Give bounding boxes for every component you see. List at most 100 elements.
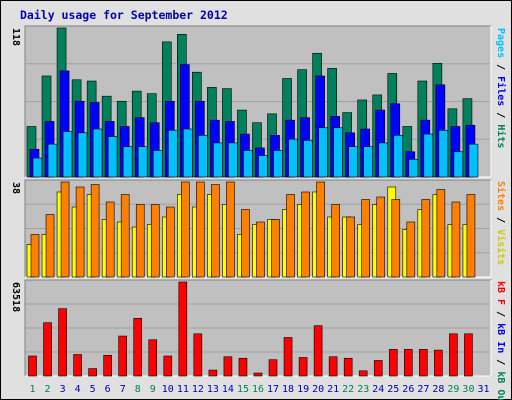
max-label-visits-sites: 38 <box>10 182 21 194</box>
pages-bar-day-10 <box>167 129 178 178</box>
legend-kbytes-part-0: kB F <box>495 281 506 305</box>
sites-bar-day-7 <box>120 194 130 278</box>
legend-pages-files-hits: Pages / Files / Hits <box>495 28 507 148</box>
pages-bar-day-12 <box>198 135 208 178</box>
kbytes-bar-day-15 <box>238 357 248 377</box>
sites-bar-day-28 <box>436 189 446 278</box>
sites-bar-day-6 <box>105 201 115 278</box>
pages-bar-day-13 <box>213 142 223 178</box>
day-axis: 1 2 3 4 5 6 7 8 9 10 11 12 13 14 15 16 17 18 19 20 21 22 23 24 2… <box>30 384 490 395</box>
kbytes-bar-day-13 <box>208 369 218 377</box>
kbytes-bar-day-3 <box>58 308 67 377</box>
sites-bar-day-30 <box>466 194 476 278</box>
pages-bar-day-9 <box>152 150 163 178</box>
day-label-4: 4 <box>75 384 81 395</box>
day-label-9: 9 <box>150 384 156 395</box>
pages-bar-day-8 <box>137 146 148 178</box>
day-label-18: 18 <box>282 384 294 395</box>
day-label-30: 30 <box>462 384 474 395</box>
sites-bar-day-10 <box>165 206 175 278</box>
pages-bar-day-20 <box>318 127 328 178</box>
max-label-hits-files-pages: 118 <box>10 28 21 46</box>
sites-bar-day-20 <box>316 181 325 278</box>
kbytes-bar-day-25 <box>388 349 398 377</box>
pages-bar-day-30 <box>468 143 479 178</box>
legend-pages-files-hits-part-0: Pages <box>495 28 506 58</box>
pages-bar-day-14 <box>228 142 238 178</box>
legend-kbytes-part-1: / <box>495 305 506 323</box>
kbytes-bar-day-18 <box>283 337 293 377</box>
kbytes-bar-day-11 <box>178 281 188 377</box>
sites-bar-day-17 <box>271 219 280 278</box>
pages-bar-day-2 <box>47 143 58 178</box>
legend-kbytes-part-4: kB Out <box>495 371 506 400</box>
day-label-26: 26 <box>402 384 414 395</box>
sites-bar-day-5 <box>90 184 100 278</box>
pages-bar-day-29 <box>453 151 464 178</box>
legend-kbytes: kB F / kB In / kB Out <box>495 281 506 400</box>
pages-bar-day-25 <box>393 135 404 178</box>
day-label-16: 16 <box>252 384 264 395</box>
pages-bar-day-18 <box>288 138 298 178</box>
sites-bar-day-14 <box>226 181 235 278</box>
kbytes-bar-day-26 <box>404 349 413 377</box>
chart-title: Daily usage for September 2012 <box>20 8 228 22</box>
day-label-19: 19 <box>297 384 309 395</box>
day-label-1: 1 <box>30 384 36 395</box>
sites-bar-day-22 <box>346 216 355 278</box>
pages-bar-day-16 <box>258 155 268 178</box>
day-label-15: 15 <box>237 384 249 395</box>
day-label-27: 27 <box>417 384 429 395</box>
kbytes-bar-day-5 <box>88 368 97 377</box>
day-label-25: 25 <box>387 384 399 395</box>
day-label-13: 13 <box>207 384 219 395</box>
kbytes-bar-day-23 <box>358 370 368 377</box>
legend-sites-visits: Sites / Visits <box>495 181 507 265</box>
hits-files-pages-panel <box>24 25 492 178</box>
pages-bar-day-19 <box>303 140 313 178</box>
day-label-24: 24 <box>372 384 384 395</box>
kbytes-bar-day-28 <box>434 349 443 377</box>
visits-sites-panel <box>24 179 492 278</box>
kbytes-bar-day-19 <box>298 357 308 377</box>
sites-bar-day-16 <box>256 221 265 278</box>
day-label-29: 29 <box>447 384 459 395</box>
pages-bar-day-15 <box>243 150 253 178</box>
pages-bar-day-1 <box>32 157 43 178</box>
day-label-22: 22 <box>342 384 354 395</box>
pages-bar-day-28 <box>438 129 449 178</box>
kbytes-bar-day-12 <box>193 333 203 377</box>
day-label-5: 5 <box>90 384 96 395</box>
kbytes-bar-day-22 <box>343 357 353 377</box>
sites-bar-day-8 <box>135 204 145 278</box>
max-label-kbytes: 63518 <box>10 282 21 312</box>
sites-bar-day-23 <box>361 199 371 278</box>
sites-bar-day-18 <box>286 194 295 278</box>
sites-bar-day-2 <box>45 214 55 278</box>
legend-pages-files-hits-part-3: / <box>495 106 506 124</box>
kbytes-bar-day-24 <box>373 360 383 377</box>
kbytes-bar-day-14 <box>223 356 233 377</box>
legend-pages-files-hits-part-2: Files <box>495 76 507 106</box>
kbytes-bar-day-16 <box>253 372 263 377</box>
kbytes-bar-day-17 <box>268 359 278 377</box>
day-label-11: 11 <box>177 384 189 395</box>
kbytes-bar-day-21 <box>328 356 338 377</box>
day-label-3: 3 <box>60 384 66 395</box>
kbytes-bar-day-27 <box>419 349 428 377</box>
legend-pages-files-hits-part-4: Hits <box>495 124 507 148</box>
pages-bar-day-17 <box>273 150 283 178</box>
legend-pages-files-hits-part-1: / <box>495 58 506 76</box>
day-label-23: 23 <box>357 384 369 395</box>
sites-bar-day-15 <box>241 209 250 278</box>
kbytes-bar-day-8 <box>133 317 143 377</box>
kbytes-bar-day-29 <box>449 333 458 377</box>
kbytes-bar-day-20 <box>313 325 323 377</box>
pages-bar-day-26 <box>408 159 419 178</box>
pages-bar-day-11 <box>183 128 193 178</box>
legend-sites-visits-part-1: / <box>495 211 506 229</box>
sites-bar-day-12 <box>196 181 205 278</box>
legend-kbytes-part-2: kB In <box>495 323 506 353</box>
pages-bar-day-23 <box>363 146 374 178</box>
kbytes-bar-day-10 <box>163 355 173 377</box>
